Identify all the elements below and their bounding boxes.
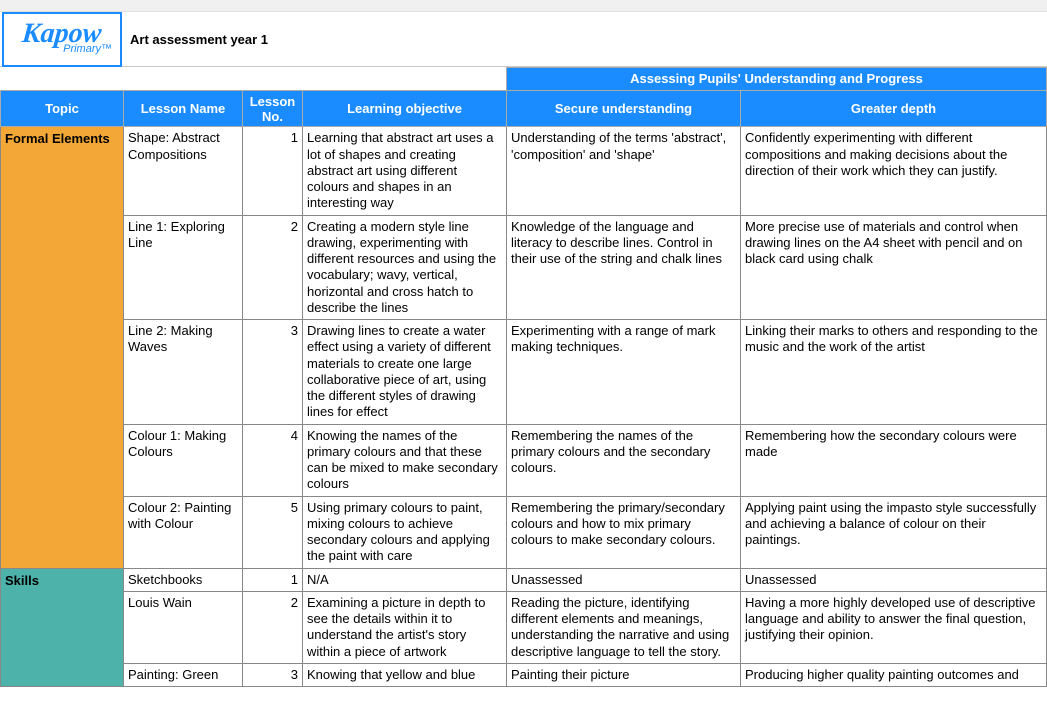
col-no[interactable]: Lesson No.: [243, 91, 303, 127]
kapow-logo: Kapow Primary™: [2, 12, 122, 67]
cell-lesson[interactable]: Louis Wain: [124, 591, 243, 663]
table-header-row-1: Assessing Pupils' Understanding and Prog…: [1, 68, 1047, 91]
topic-skills[interactable]: Skills: [1, 568, 124, 687]
cell-lesson[interactable]: Line 1: Exploring Line: [124, 215, 243, 320]
cell-objective[interactable]: Creating a modern style line drawing, ex…: [303, 215, 507, 320]
cell-no[interactable]: 1: [243, 127, 303, 215]
col-topic[interactable]: Topic: [1, 91, 124, 127]
table-row: Colour 1: Making Colours 4 Knowing the n…: [1, 424, 1047, 496]
col-secure[interactable]: Secure understanding: [507, 91, 741, 127]
cell-lesson[interactable]: Colour 2: Painting with Colour: [124, 496, 243, 568]
cell-no[interactable]: 2: [243, 591, 303, 663]
cell-objective[interactable]: Examining a picture in depth to see the …: [303, 591, 507, 663]
cell-lesson[interactable]: Sketchbooks: [124, 568, 243, 591]
assessment-table: Assessing Pupils' Understanding and Prog…: [0, 67, 1047, 687]
cell-no[interactable]: 3: [243, 663, 303, 686]
table-row: Skills Sketchbooks 1 N/A Unassessed Unas…: [1, 568, 1047, 591]
cell-depth[interactable]: Unassessed: [741, 568, 1047, 591]
cell-depth[interactable]: Having a more highly developed use of de…: [741, 591, 1047, 663]
assess-header: Assessing Pupils' Understanding and Prog…: [507, 68, 1047, 91]
col-lesson[interactable]: Lesson Name: [124, 91, 243, 127]
cell-no[interactable]: 5: [243, 496, 303, 568]
table-row: Painting: Green 3 Knowing that yellow an…: [1, 663, 1047, 686]
cell-no[interactable]: 1: [243, 568, 303, 591]
cell-no[interactable]: 2: [243, 215, 303, 320]
col-objective[interactable]: Learning objective: [303, 91, 507, 127]
cell-secure[interactable]: Reading the picture, identifying differe…: [507, 591, 741, 663]
cell-depth[interactable]: Producing higher quality painting outcom…: [741, 663, 1047, 686]
cell-no[interactable]: 4: [243, 424, 303, 496]
cell-objective[interactable]: N/A: [303, 568, 507, 591]
spreadsheet-sheet: Kapow Primary™ Art assessment year 1 Ass…: [0, 0, 1047, 723]
table-row: Line 1: Exploring Line 2 Creating a mode…: [1, 215, 1047, 320]
cell-depth[interactable]: More precise use of materials and contro…: [741, 215, 1047, 320]
cell-secure[interactable]: Unassessed: [507, 568, 741, 591]
cell-objective[interactable]: Knowing that yellow and blue: [303, 663, 507, 686]
column-ruler: [0, 0, 1047, 12]
cell-objective[interactable]: Drawing lines to create a water effect u…: [303, 320, 507, 425]
page-title: Art assessment year 1: [130, 32, 268, 47]
cell-lesson[interactable]: Colour 1: Making Colours: [124, 424, 243, 496]
cell-objective[interactable]: Using primary colours to paint, mixing c…: [303, 496, 507, 568]
table-row: Louis Wain 2 Examining a picture in dept…: [1, 591, 1047, 663]
cell-objective[interactable]: Learning that abstract art uses a lot of…: [303, 127, 507, 215]
logo-main-text: Kapow: [21, 23, 102, 45]
cell-lesson[interactable]: Line 2: Making Waves: [124, 320, 243, 425]
cell-secure[interactable]: Experimenting with a range of mark makin…: [507, 320, 741, 425]
cell-lesson[interactable]: Shape: Abstract Compositions: [124, 127, 243, 215]
cell-secure[interactable]: Knowledge of the language and literacy t…: [507, 215, 741, 320]
cell-secure[interactable]: Remembering the names of the primary col…: [507, 424, 741, 496]
cell-secure[interactable]: Painting their picture: [507, 663, 741, 686]
cell-secure[interactable]: Understanding of the terms 'abstract', '…: [507, 127, 741, 215]
table-row: Colour 2: Painting with Colour 5 Using p…: [1, 496, 1047, 568]
table-row: Formal Elements Shape: Abstract Composit…: [1, 127, 1047, 215]
cell-depth[interactable]: Confidently experimenting with different…: [741, 127, 1047, 215]
cell-secure[interactable]: Remembering the primary/secondary colour…: [507, 496, 741, 568]
cell-depth[interactable]: Remembering how the secondary colours we…: [741, 424, 1047, 496]
table-header-row-2: Topic Lesson Name Lesson No. Learning ob…: [1, 91, 1047, 127]
cell-depth[interactable]: Linking their marks to others and respon…: [741, 320, 1047, 425]
cell-objective[interactable]: Knowing the names of the primary colours…: [303, 424, 507, 496]
col-depth[interactable]: Greater depth: [741, 91, 1047, 127]
cell-lesson[interactable]: Painting: Green: [124, 663, 243, 686]
topic-formal-elements[interactable]: Formal Elements: [1, 127, 124, 568]
cell-no[interactable]: 3: [243, 320, 303, 425]
cell-depth[interactable]: Applying paint using the impasto style s…: [741, 496, 1047, 568]
header-empty-span: [1, 68, 507, 91]
table-row: Line 2: Making Waves 3 Drawing lines to …: [1, 320, 1047, 425]
title-row: Kapow Primary™ Art assessment year 1: [0, 12, 1047, 67]
